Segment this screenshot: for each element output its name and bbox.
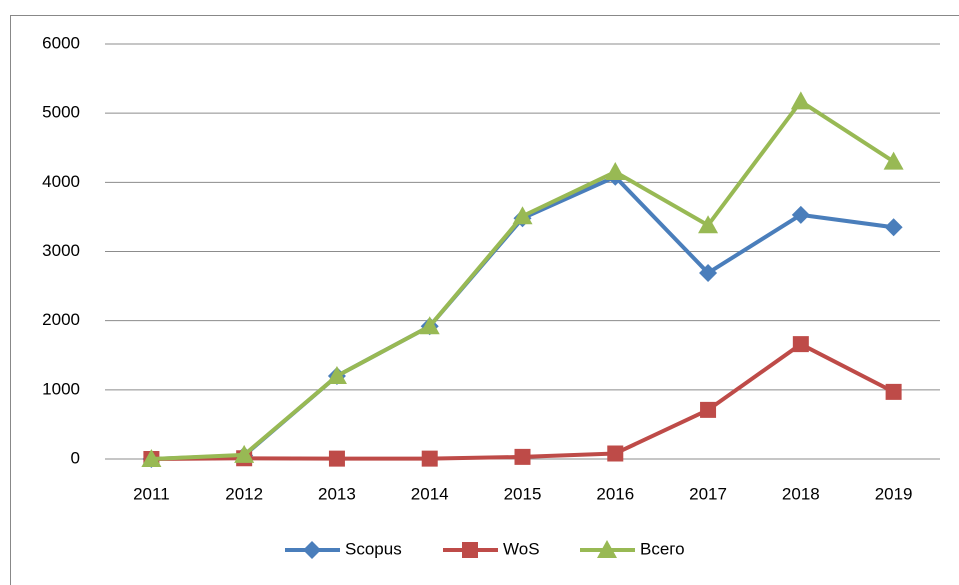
y-tick-label: 0 — [71, 448, 80, 467]
point-marker — [791, 205, 810, 224]
point-marker — [234, 444, 255, 463]
y-tick-label: 6000 — [42, 33, 80, 52]
x-tick-label: 2014 — [411, 484, 449, 503]
point-marker — [883, 151, 904, 170]
point-marker — [421, 450, 438, 467]
point-marker — [512, 206, 533, 225]
point-marker — [698, 215, 719, 234]
point-marker — [605, 161, 626, 180]
x-tick-label: 2012 — [225, 484, 263, 503]
point-marker — [514, 448, 531, 465]
legend-marker — [462, 542, 478, 558]
y-tick-label: 5000 — [42, 103, 80, 122]
point-marker — [884, 218, 903, 237]
point-marker — [885, 383, 902, 400]
x-tick-label: 2018 — [782, 484, 820, 503]
legend-label: WoS — [503, 539, 540, 558]
point-marker — [419, 316, 440, 335]
x-tick-label: 2017 — [689, 484, 727, 503]
point-marker — [607, 445, 624, 462]
point-marker — [790, 91, 811, 110]
y-tick-label: 1000 — [42, 379, 80, 398]
point-marker — [326, 366, 347, 384]
x-tick-label: 2013 — [318, 484, 356, 503]
legend-marker — [597, 540, 617, 558]
point-marker — [699, 263, 718, 282]
point-marker — [141, 449, 162, 467]
x-tick-label: 2011 — [133, 484, 170, 503]
y-tick-label: 4000 — [42, 172, 80, 191]
y-tick-label: 2000 — [42, 310, 80, 329]
legend-label: Scopus — [345, 539, 402, 558]
x-tick-label: 2015 — [504, 484, 542, 503]
point-marker — [792, 336, 809, 353]
y-tick-label: 3000 — [42, 241, 80, 260]
legend-marker — [303, 541, 321, 559]
point-marker — [700, 401, 717, 418]
point-marker — [328, 450, 345, 467]
x-tick-label: 2019 — [875, 484, 913, 503]
chart-frame — [10, 15, 959, 585]
legend-label: Всего — [640, 539, 685, 558]
x-tick-label: 2016 — [596, 484, 634, 503]
